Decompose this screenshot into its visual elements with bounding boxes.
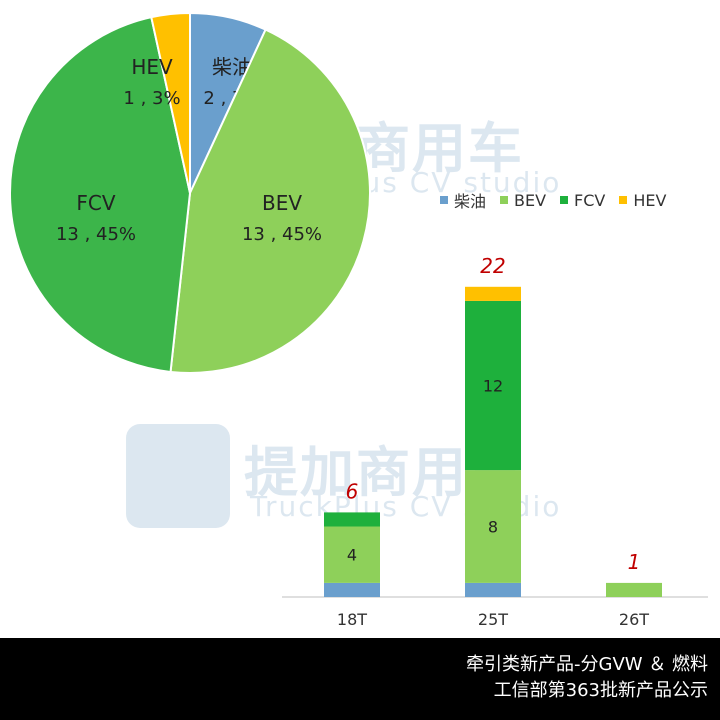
pie-label-value: 1 , 3% [123,88,180,109]
bar-segment-18T-BEV [324,526,380,583]
pie-label-value: 13 , 45% [242,224,322,245]
legend-swatch [440,196,448,204]
watermark-logo-icon [126,424,230,528]
pie-slice-BEV [169,28,371,374]
bar-total-label: 6 [346,479,359,503]
legend-swatch [560,196,569,204]
legend-label: 柴油 [454,192,487,211]
bar-segment-label: 4 [347,546,357,565]
legend-swatch [619,196,628,204]
bar-total-label: 1 [628,550,641,574]
pie-label-name: FCV [76,191,115,215]
legend-item: HEV [619,188,666,212]
pie-label-name: HEV [131,55,173,79]
x-tick-label: 26T [619,610,649,629]
pie-label-value: 13 , 45% [56,224,136,245]
legend-label: FCV [574,190,606,210]
bar-segment-18T-柴油 [324,582,380,597]
footer-title: 牵引类新产品-分GVW ＆ 燃料 [466,654,708,675]
legend-item: 柴油 [440,188,486,212]
x-tick-label: 25T [478,610,508,629]
bar-segment-label: 8 [488,518,498,537]
bar-segment-18T-FCV [324,512,380,527]
legend-label: BEV [514,190,547,210]
bar-segment-26T-BEV [606,582,662,597]
pie-slice-HEV [150,11,191,194]
bar-segment-25T-HEV [465,286,521,301]
footer-bar: 牵引类新产品-分GVW ＆ 燃料 工信部第363批新产品公示 [0,638,720,720]
bar-segment-25T-柴油 [465,582,521,597]
bar-segment-25T-BEV [465,470,521,583]
bar-segment-label: 12 [483,377,503,396]
pie-slice-FCV [9,16,192,374]
bar-legend: 柴油 BEV FCV HEV [440,188,666,212]
pie-label-name: BEV [262,191,302,215]
bar-segment-25T-FCV [465,300,521,471]
legend-swatch [500,196,509,204]
legend-item: BEV [500,188,546,212]
x-tick-label: 18T [337,610,367,629]
legend-label: HEV [633,190,667,210]
bar-total-label: 22 [480,254,505,278]
footer-subtitle: 工信部第363批新产品公示 [493,680,708,701]
legend-item: FCV [560,188,605,212]
